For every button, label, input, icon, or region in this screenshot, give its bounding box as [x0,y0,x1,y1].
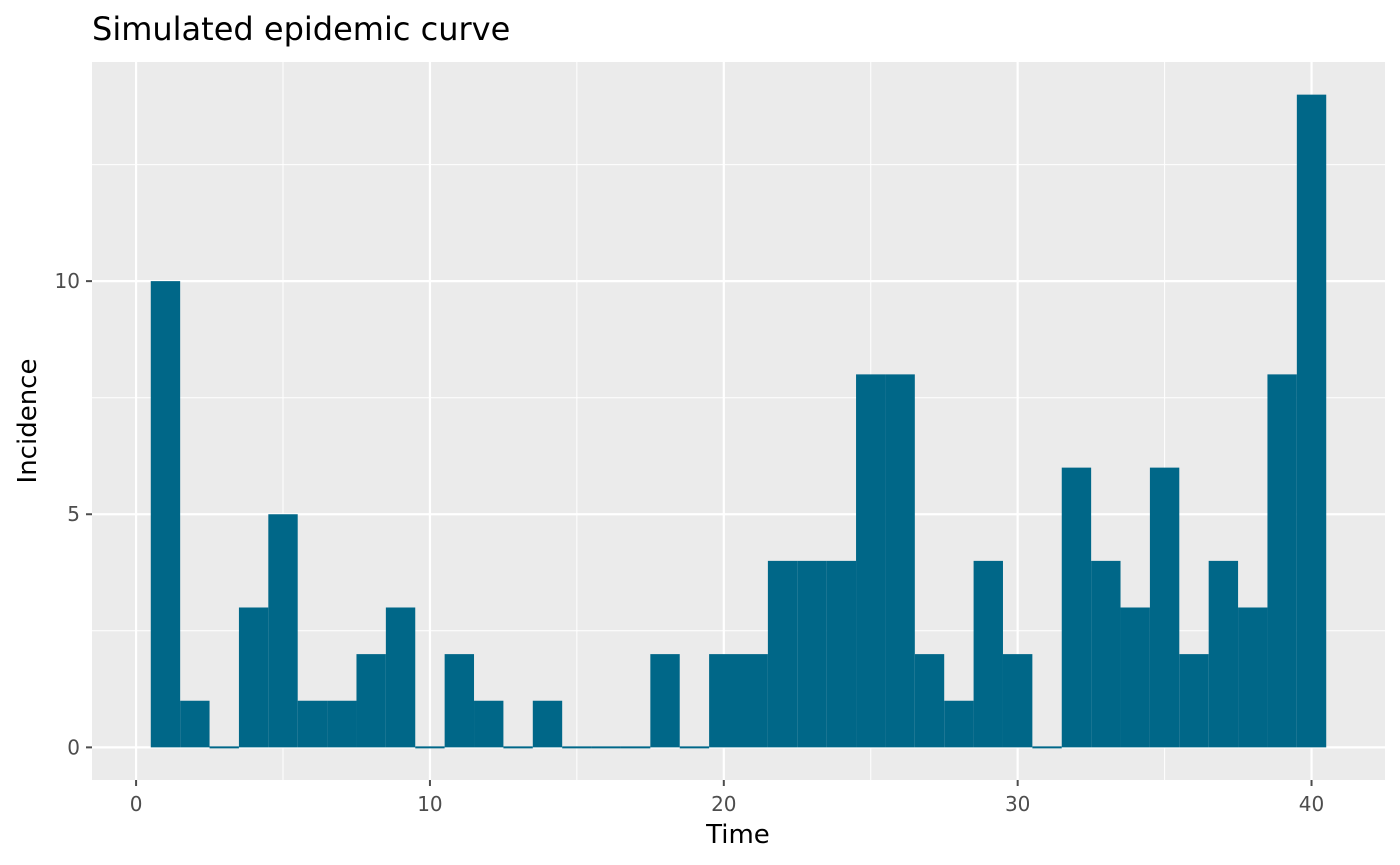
bar [474,700,504,748]
bar [856,374,886,748]
bar [1120,607,1150,748]
bar [238,607,269,748]
bar [503,746,533,749]
bar [327,700,357,748]
bar [297,700,328,748]
bar [591,746,621,749]
bar [1238,607,1268,748]
bar [679,746,710,749]
x-tick-label: 0 [130,792,143,816]
bar [562,746,592,749]
bar [973,560,1003,748]
axes: 0 10 20 30 40 0 5 10 [55,269,1325,816]
bar [532,700,563,748]
x-tick-label: 20 [711,792,736,816]
bar [385,607,416,748]
bar [415,746,445,749]
bar [944,700,974,748]
bar [797,560,827,748]
bar [444,654,475,748]
bar [209,746,239,749]
bar [1267,374,1297,748]
bar [1296,94,1327,748]
x-tick-label: 10 [417,792,442,816]
chart-title: Simulated epidemic curve [92,10,510,48]
bar [650,654,680,748]
bars [150,94,1327,749]
bar [268,514,298,748]
bar [180,700,210,748]
x-tick-label: 30 [1005,792,1030,816]
x-tick-label: 40 [1299,792,1324,816]
bar [1149,467,1180,748]
bar [1032,746,1062,749]
bar [150,281,181,748]
bar [885,374,915,748]
y-tick-label: 0 [67,735,80,759]
bar [1208,560,1239,748]
bar [738,654,768,748]
bar [1091,560,1121,748]
bar [1002,654,1033,748]
x-axis-title: Time [705,820,770,850]
bar [826,560,857,748]
bar [356,654,386,748]
bar [914,654,945,748]
bar [1061,467,1092,748]
bar [767,560,798,748]
y-tick-label: 5 [67,502,80,526]
bar [1179,654,1209,748]
y-tick-label: 10 [55,269,80,293]
y-axis-title: Incidence [13,359,43,484]
bar [620,746,651,749]
bar [709,654,739,748]
